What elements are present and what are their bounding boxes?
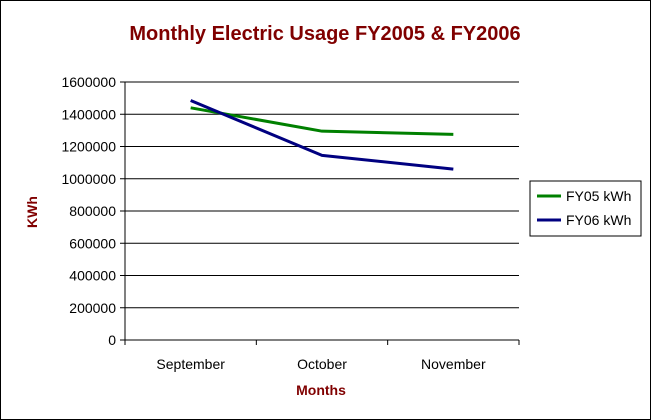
y-tick-label: 800000 — [69, 203, 116, 219]
y-tick-label: 1400000 — [61, 106, 116, 122]
y-tick-label: 400000 — [69, 268, 116, 284]
x-axis-title: Months — [296, 382, 346, 398]
x-tick-label: October — [297, 356, 347, 372]
legend-label: FY06 kWh — [566, 212, 631, 228]
series-lines — [190, 99, 454, 171]
y-tick-label: 1200000 — [61, 139, 116, 155]
series-line-fy05-kwh — [190, 106, 454, 136]
x-tick-label: November — [421, 356, 486, 372]
legend-items: FY05 kWh FY06 kWh — [537, 188, 631, 228]
x-tick-label: September — [156, 356, 225, 372]
y-tick-label: 0 — [108, 332, 116, 348]
y-axis-title: KWh — [24, 196, 40, 228]
chart-title: Monthly Electric Usage FY2005 & FY2006 — [129, 23, 520, 45]
x-axis-ticks: September October November — [124, 340, 520, 372]
y-tick-label: 600000 — [69, 235, 116, 251]
gridlines — [125, 81, 519, 309]
y-axis-ticks: 0 200000 400000 600000 800000 1000000 1200000 1… — [61, 74, 125, 348]
y-tick-label: 1000000 — [61, 171, 116, 187]
y-tick-label: 200000 — [69, 300, 116, 316]
legend-box — [529, 180, 642, 237]
y-tick-label: 1600000 — [61, 74, 116, 90]
series-line-fy06-kwh — [190, 99, 454, 171]
legend: FY05 kWh FY06 kWh — [529, 180, 642, 237]
legend-label: FY05 kWh — [566, 188, 631, 204]
